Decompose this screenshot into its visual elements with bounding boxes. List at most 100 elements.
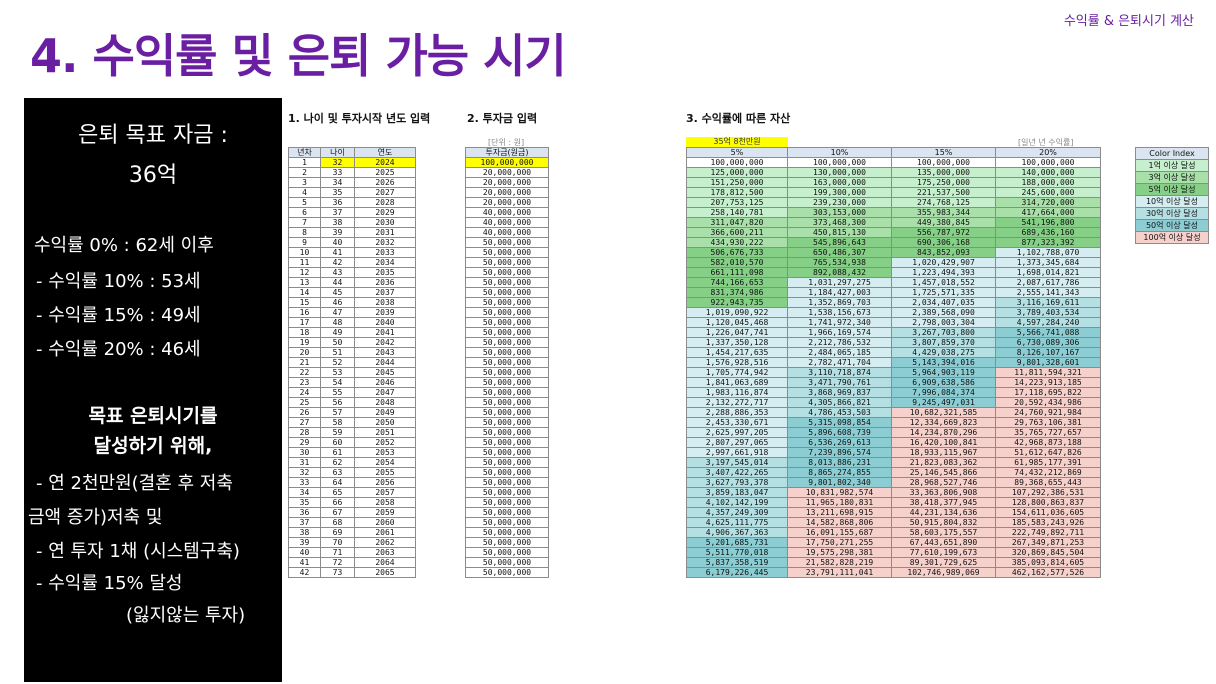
principal-input-cell[interactable]: 50,000,000: [465, 417, 549, 428]
age-cell: 51: [320, 347, 355, 358]
table-row: 2,807,297,065 6,536,269,613 16,420,100,841…: [686, 437, 1101, 448]
principal-input-cell[interactable]: 50,000,000: [465, 507, 549, 518]
principal-input-cell[interactable]: 50,000,000: [465, 357, 549, 368]
principal-input-cell[interactable]: 50,000,000: [465, 247, 549, 258]
year-index-cell: 41: [288, 557, 321, 568]
year-cell: 2044: [354, 357, 416, 368]
asset-cell-20: 245,600,000: [995, 187, 1101, 198]
principal-input-cell[interactable]: 50,000,000: [465, 337, 549, 348]
principal-input-cell[interactable]: 50,000,000: [465, 437, 549, 448]
principal-input-cell[interactable]: 20,000,000: [465, 167, 549, 178]
asset-cell-5: 1,705,774,942: [686, 367, 788, 378]
year-cell: 2037: [354, 287, 416, 298]
principal-input-cell[interactable]: 50,000,000: [465, 407, 549, 418]
year-index-cell: 21: [288, 357, 321, 368]
asset-cell-15: 3,267,703,800: [891, 327, 996, 338]
table-row: 50,000,000: [465, 427, 549, 438]
principal-input-cell[interactable]: 50,000,000: [465, 387, 549, 398]
principal-input-cell[interactable]: 50,000,000: [465, 317, 549, 328]
table-row: 506,676,733 650,486,307 843,852,093 1,102,7…: [686, 247, 1101, 258]
asset-cell-10: 16,091,155,687: [787, 527, 892, 538]
table-row: 4,102,142,199 11,965,180,831 38,418,377,94…: [686, 497, 1101, 508]
asset-cell-5: 100,000,000: [686, 157, 788, 168]
table-row: 50,000,000: [465, 437, 549, 448]
col-header-principal: 투자금(원금): [465, 147, 549, 158]
principal-input-cell[interactable]: 50,000,000: [465, 547, 549, 558]
principal-input-cell[interactable]: 50,000,000: [465, 367, 549, 378]
asset-cell-15: 12,334,669,823: [891, 417, 996, 428]
principal-input-cell[interactable]: 50,000,000: [465, 457, 549, 468]
legend-item: 3억 이상 달성: [1135, 171, 1209, 184]
legend-row: 30억 이상 달성: [1135, 207, 1209, 220]
legend-item: 30억 이상 달성: [1135, 207, 1209, 220]
age-cell: 40: [320, 237, 355, 248]
principal-input-cell[interactable]: 50,000,000: [465, 297, 549, 308]
age-cell: 49: [320, 327, 355, 338]
principal-input-cell[interactable]: 50,000,000: [465, 377, 549, 388]
table-row: 258,140,781 303,153,000 355,983,344 417,664…: [686, 207, 1101, 218]
principal-input-cell[interactable]: 50,000,000: [465, 327, 549, 338]
principal-input-cell[interactable]: 50,000,000: [465, 527, 549, 538]
year-cell: 2059: [354, 507, 416, 518]
asset-cell-10: 4,305,866,821: [787, 397, 892, 408]
table-row: 13 44 2036: [288, 277, 416, 288]
asset-cell-20: 320,869,845,504: [995, 547, 1101, 558]
year-index-cell: 34: [288, 487, 321, 498]
principal-input-cell[interactable]: 40,000,000: [465, 207, 549, 218]
asset-cell-5: 831,374,986: [686, 287, 788, 298]
table-row: 50,000,000: [465, 447, 549, 458]
principal-input-cell[interactable]: 100,000,000: [465, 157, 549, 168]
asset-cell-15: 77,610,199,673: [891, 547, 996, 558]
age-cell: 47: [320, 307, 355, 318]
table-row: 42 73 2065: [288, 567, 416, 578]
asset-cell-10: 21,582,828,219: [787, 557, 892, 568]
table-row: 38 69 2061: [288, 527, 416, 538]
principal-input-cell[interactable]: 50,000,000: [465, 517, 549, 528]
asset-cell-10: 4,786,453,503: [787, 407, 892, 418]
year-cell: 2043: [354, 347, 416, 358]
principal-input-cell[interactable]: 50,000,000: [465, 467, 549, 478]
section-1-heading: 1. 나이 및 투자시작 년도 입력: [288, 112, 431, 125]
principal-input-cell[interactable]: 50,000,000: [465, 487, 549, 498]
asset-cell-10: 9,801,802,340: [787, 477, 892, 488]
principal-input-cell[interactable]: 50,000,000: [465, 287, 549, 298]
principal-input-cell[interactable]: 50,000,000: [465, 537, 549, 548]
principal-input-cell[interactable]: 20,000,000: [465, 177, 549, 188]
principal-input-cell[interactable]: 50,000,000: [465, 557, 549, 568]
principal-input-cell[interactable]: 50,000,000: [465, 347, 549, 358]
principal-input-cell[interactable]: 20,000,000: [465, 187, 549, 198]
principal-input-cell[interactable]: 50,000,000: [465, 277, 549, 288]
principal-input-cell[interactable]: 40,000,000: [465, 217, 549, 228]
principal-input-cell[interactable]: 50,000,000: [465, 307, 549, 318]
principal-input-cell[interactable]: 50,000,000: [465, 257, 549, 268]
age-cell: 71: [320, 547, 355, 558]
principal-input-cell[interactable]: 50,000,000: [465, 567, 549, 578]
principal-input-cell[interactable]: 50,000,000: [465, 397, 549, 408]
table-row: 50,000,000: [465, 287, 549, 298]
plan-line-2: 금액 증가)저축 및: [28, 507, 163, 528]
principal-input-cell[interactable]: 50,000,000: [465, 497, 549, 508]
table-row: 207,753,125 239,230,000 274,768,125 314,720…: [686, 197, 1101, 208]
asset-cell-5: 4,102,142,199: [686, 497, 788, 508]
table-row: 50,000,000: [465, 277, 549, 288]
year-index-cell: 8: [288, 227, 321, 238]
table-row: 125,000,000 130,000,000 135,000,000 140,000…: [686, 167, 1101, 178]
asset-cell-10: 7,239,896,574: [787, 447, 892, 458]
year-cell: 2055: [354, 467, 416, 478]
asset-cell-20: 20,592,434,986: [995, 397, 1101, 408]
principal-input-cell[interactable]: 20,000,000: [465, 197, 549, 208]
principal-input-cell[interactable]: 50,000,000: [465, 477, 549, 488]
asset-cell-20: 107,292,386,531: [995, 487, 1101, 498]
asset-cell-5: 3,197,545,014: [686, 457, 788, 468]
principal-input-cell[interactable]: 40,000,000: [465, 227, 549, 238]
age-cell: 43: [320, 267, 355, 278]
principal-input-cell[interactable]: 50,000,000: [465, 267, 549, 278]
legend-item: 50억 이상 달성: [1135, 219, 1209, 232]
principal-input-cell[interactable]: 50,000,000: [465, 427, 549, 438]
asset-cell-20: 3,116,169,611: [995, 297, 1101, 308]
year-index-cell: 39: [288, 537, 321, 548]
principal-input-cell[interactable]: 50,000,000: [465, 237, 549, 248]
year-index-cell: 19: [288, 337, 321, 348]
table-row: 19 50 2042: [288, 337, 416, 348]
principal-input-cell[interactable]: 50,000,000: [465, 447, 549, 458]
